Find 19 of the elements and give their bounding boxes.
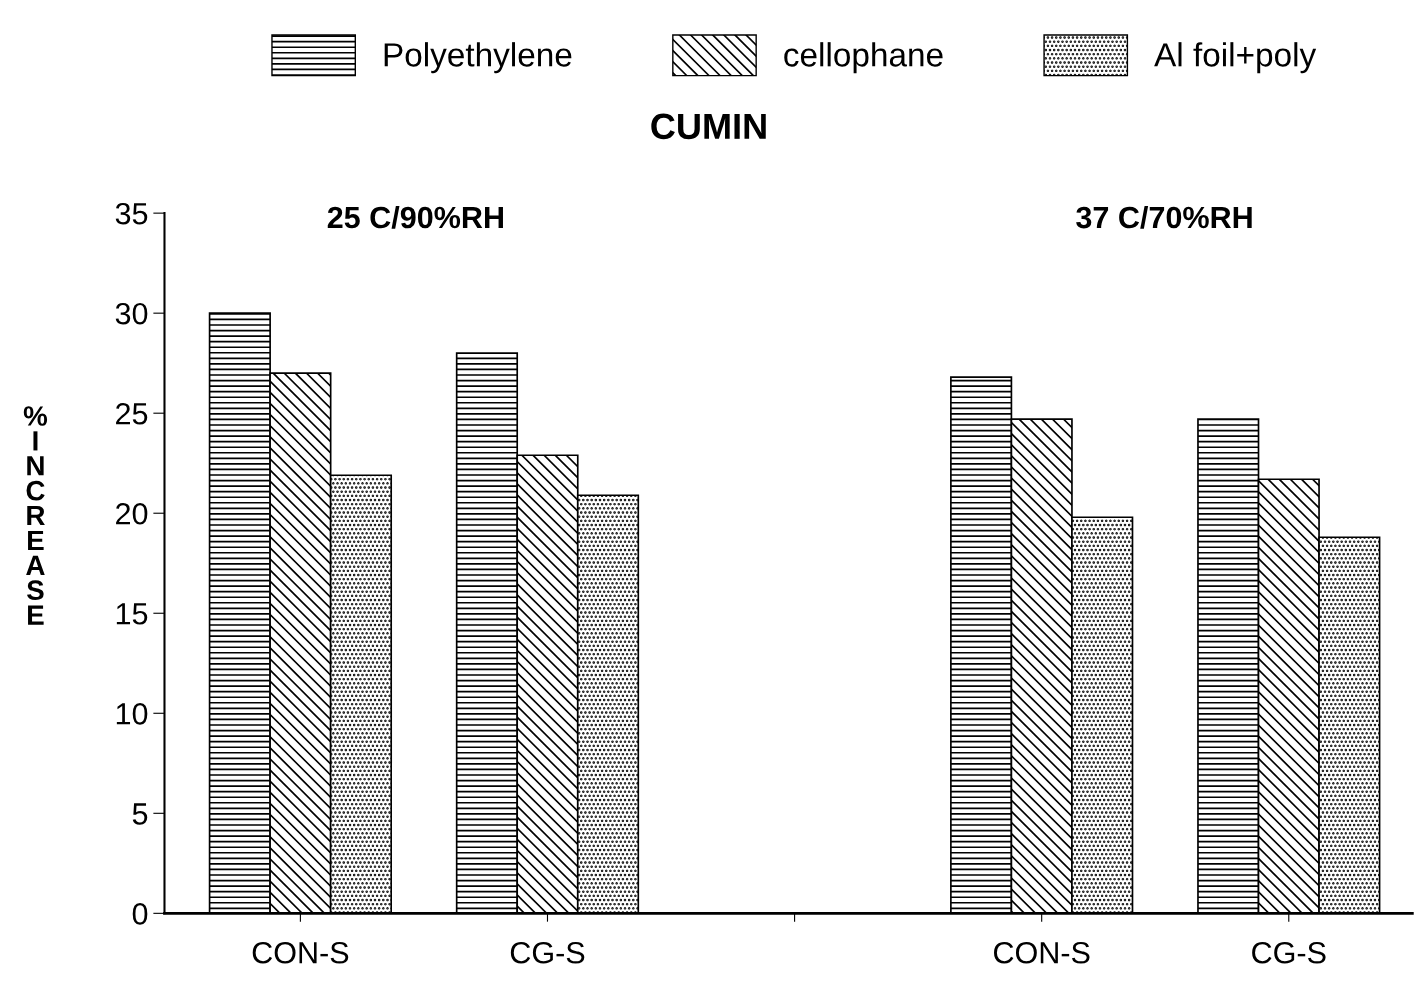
- legend-label: Polyethylene: [384, 42, 572, 74]
- y-tick-label: 35: [115, 202, 148, 225]
- y-tick-label: 30: [115, 302, 148, 325]
- x-tick-label: CON-S: [994, 941, 1090, 964]
- chart-title: CUMIN: [651, 113, 766, 140]
- x-tick-label: CG-S: [1252, 941, 1326, 964]
- y-tick-label: 15: [116, 603, 148, 625]
- legend-label: cellophane: [784, 42, 943, 74]
- legend-label: Al foil+poly: [1154, 42, 1317, 74]
- annotation: 37 C/70%RH: [1076, 205, 1252, 229]
- y-tick-label: 25: [116, 402, 148, 425]
- text: % I N C R E A S E: [23, 406, 48, 625]
- x-tick-label: CON-S: [252, 941, 349, 964]
- y-tick-label: 5: [132, 803, 148, 825]
- y-tick-label: 0: [132, 903, 148, 925]
- annotation: 25 C/90%RH: [327, 205, 503, 229]
- y-tick-label: 10: [116, 703, 148, 725]
- y-tick-label: 20: [116, 502, 148, 525]
- x-tick-label: CG-S: [510, 941, 585, 964]
